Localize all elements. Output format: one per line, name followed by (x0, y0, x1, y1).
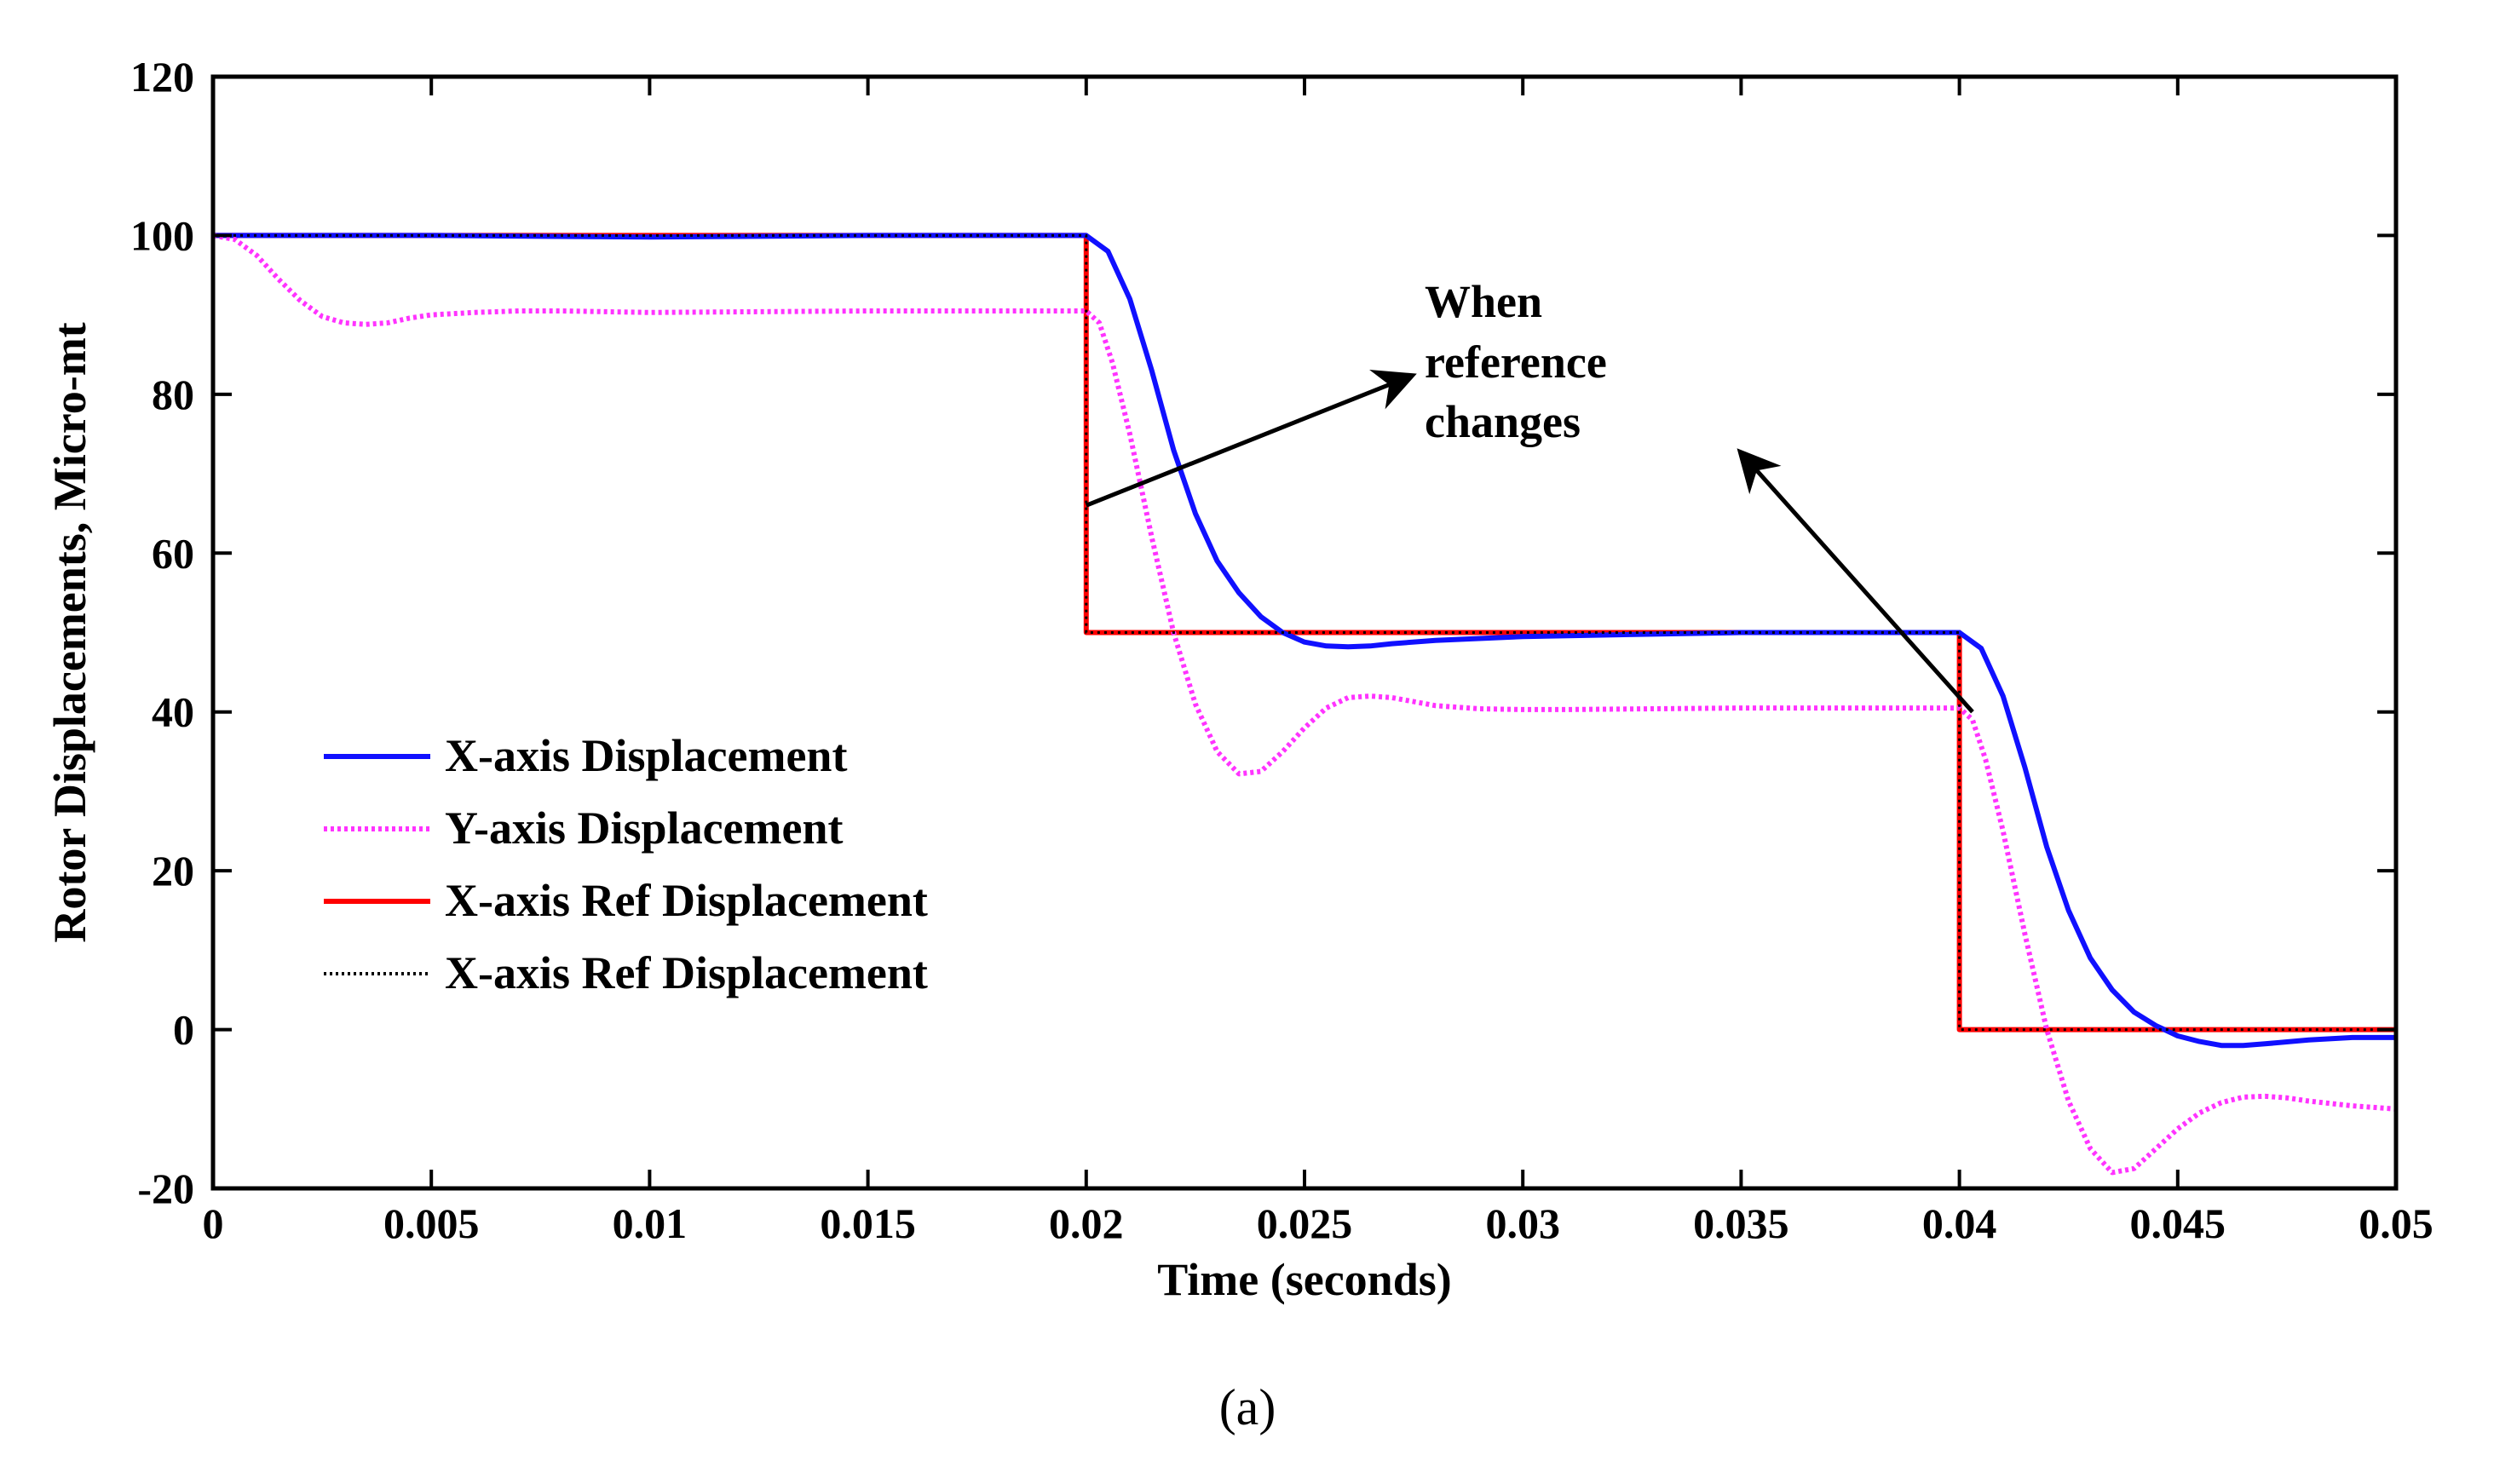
x-tick-label: 0.01 (613, 1199, 688, 1247)
x-tick-label: 0.02 (1049, 1199, 1124, 1247)
series-line-x-axis-displacement (213, 233, 2396, 1049)
x-tick-label: 0.015 (820, 1199, 916, 1247)
legend-label-x-axis-ref-displacement-dotted: X-axis Ref Displacement (445, 947, 928, 998)
y-tick-label: 120 (130, 53, 194, 101)
y-axis-ticks: -20 0 20 40 60 80 100 120 (130, 53, 2396, 1212)
legend: X-axis Displacement Y-axis Displacement … (324, 730, 928, 998)
annotation-line-reference: reference (1425, 336, 1607, 388)
x-axis-ticks: 0 0.005 0.01 0.015 0.02 0.025 0.03 0.035 0.04 0.0… (203, 77, 2434, 1247)
annotation: When reference changes (1425, 276, 1607, 447)
y-tick-label: 0 (173, 1006, 194, 1054)
series-line-y-axis-displacement (212, 233, 2397, 1176)
series-layer (212, 233, 2397, 1176)
y-tick-label: 100 (130, 211, 194, 259)
x-tick-label: 0 (203, 1199, 224, 1247)
annotation-arrow-1 (1085, 369, 1417, 508)
y-axis-title: Rotor Displacements, Micro-mt (44, 322, 95, 942)
x-tick-label: 0.035 (1693, 1199, 1789, 1247)
x-axis-title: Time (seconds) (1157, 1254, 1452, 1305)
x-tick-label: 0.05 (2359, 1199, 2434, 1247)
legend-label-x-axis-displacement: X-axis Displacement (445, 730, 847, 781)
figure-caption: (a) (1219, 1379, 1276, 1435)
x-tick-label: 0.025 (1257, 1199, 1353, 1247)
annotation-line-changes: changes (1425, 396, 1581, 447)
y-tick-label: -20 (137, 1165, 194, 1212)
annotation-arrows (1085, 369, 1974, 714)
x-tick-label: 0.04 (1922, 1199, 1997, 1247)
legend-label-y-axis-displacement: Y-axis Displacement (445, 802, 844, 854)
annotation-arrow-2 (1737, 448, 1974, 714)
y-tick-label: 60 (152, 529, 194, 577)
x-tick-label: 0.03 (1485, 1199, 1560, 1247)
y-tick-label: 40 (152, 688, 194, 736)
x-tick-label: 0.005 (383, 1199, 480, 1247)
y-tick-label: 20 (152, 847, 194, 894)
y-tick-label: 80 (152, 371, 194, 418)
x-tick-label: 0.045 (2130, 1199, 2226, 1247)
annotation-line-when: When (1425, 276, 1542, 327)
legend-label-x-axis-ref-displacement: X-axis Ref Displacement (445, 875, 928, 926)
